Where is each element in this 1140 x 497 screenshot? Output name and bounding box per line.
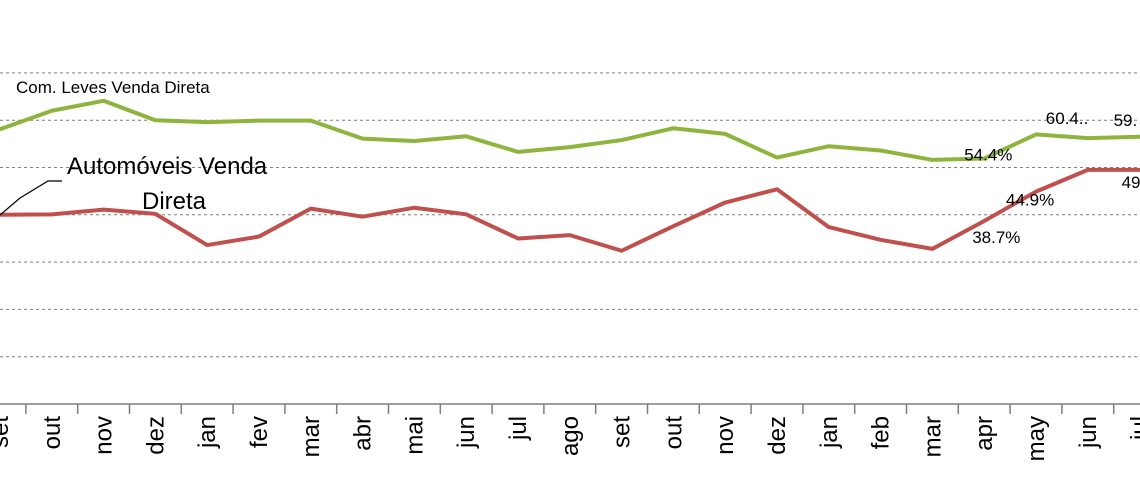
series-label-light-commercial: Com. Leves Venda Direta	[16, 78, 210, 97]
series-line-light-commercial	[0, 98, 1140, 162]
data-label: 38.7%	[972, 228, 1020, 247]
x-tick-label: jul	[1127, 416, 1140, 441]
series-line-automobiles	[0, 167, 1140, 253]
automobiles-leader-line	[0, 180, 62, 216]
x-tick-label: jun	[1075, 416, 1102, 449]
data-label: 60.4..	[1046, 109, 1089, 128]
data-label: 59.	[1114, 111, 1138, 130]
x-tick-label: mai	[401, 416, 428, 455]
data-label: 54.4%	[964, 146, 1012, 165]
x-tick-label: may	[1023, 416, 1050, 461]
x-tick-label: jan	[194, 416, 221, 449]
x-tick-label: set	[0, 416, 14, 448]
gridlines	[0, 72, 1140, 358]
x-tick-label: set	[609, 416, 636, 448]
x-tick-label: apr	[971, 416, 998, 451]
x-tick-label: jun	[453, 416, 480, 449]
x-tick-label: mar	[919, 416, 946, 457]
x-tick-label: abr	[350, 416, 377, 451]
x-axis: set out nov dez jan fev mar abr mai jun jul ago set o…	[0, 403, 1140, 461]
x-tick-label: jan	[816, 416, 843, 449]
x-tick-label: ago	[557, 416, 584, 456]
x-tick-label: nov	[91, 416, 118, 455]
data-label: 49.5	[1122, 173, 1140, 192]
series-label-automobiles-line2: Direta	[142, 188, 207, 215]
series-lines	[0, 98, 1140, 253]
x-tick-label: out	[39, 416, 66, 450]
x-tick-label: mar	[298, 416, 325, 457]
x-tick-label: feb	[868, 416, 895, 449]
x-tick-label: dez	[764, 416, 791, 455]
data-label: 44.9%	[1006, 191, 1054, 210]
series-labels: Com. Leves Venda Direta Automóveis Venda…	[0, 78, 268, 216]
x-tick-label: jul	[505, 416, 532, 441]
data-labels: 54.4% 60.4.. 59. 38.7% 44.9% 49.5	[964, 109, 1140, 247]
x-tick-label: out	[660, 416, 687, 450]
x-tick-label: dez	[142, 416, 169, 455]
x-tick-label: nov	[712, 416, 739, 455]
series-label-automobiles-line1: Automóveis Venda	[67, 153, 268, 180]
x-tick-label: fev	[246, 416, 273, 448]
